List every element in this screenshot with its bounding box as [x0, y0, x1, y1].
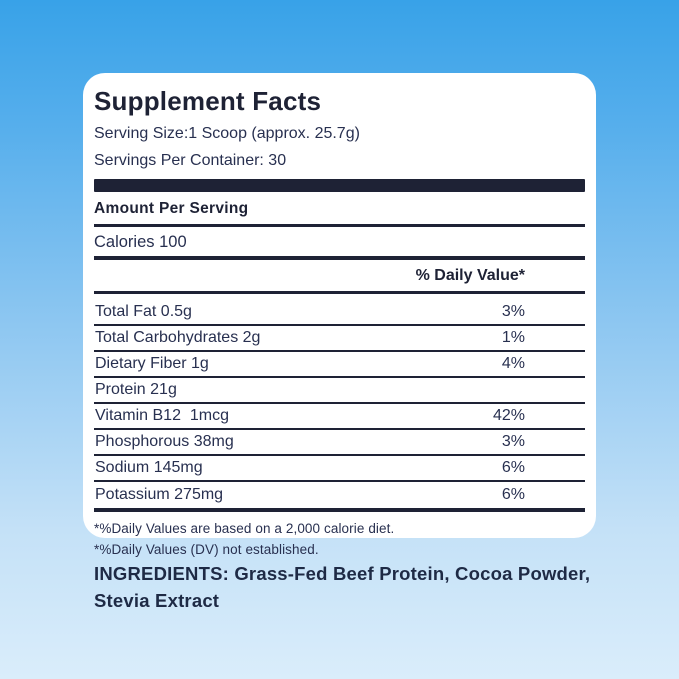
nutrient-daily-value: 3%: [501, 303, 525, 320]
ingredients-section: INGREDIENTS: Grass-Fed Beef Protein, Coc…: [94, 560, 599, 614]
divider: [94, 256, 585, 260]
nutrient-name: Total Carbohydrates 2g: [95, 329, 261, 346]
nutrient-table: Total Fat 0.5g 3% Total Carbohydrates 2g…: [94, 300, 585, 508]
daily-value-header: % Daily Value*: [415, 267, 525, 284]
nutrient-name: Total Fat 0.5g: [95, 303, 192, 320]
ingredients-text: Grass-Fed Beef Protein, Cocoa Powder, St…: [94, 563, 591, 611]
calories-line: Calories 100: [94, 233, 187, 251]
table-row-total-carbohydrates: Total Carbohydrates 2g 1%: [94, 326, 585, 352]
nutrient-name: Phosphorous 38mg: [95, 433, 234, 450]
nutrient-daily-value: 3%: [501, 433, 525, 450]
table-row-total-fat: Total Fat 0.5g 3%: [94, 300, 585, 326]
footnote-calorie-diet: *%Daily Values are based on a 2,000 calo…: [94, 521, 395, 536]
nutrient-name: Dietary Fiber 1g: [95, 355, 209, 372]
bottom-divider-bar: [94, 508, 585, 512]
table-row-dietary-fiber: Dietary Fiber 1g 4%: [94, 352, 585, 378]
footnote-dv-not-established: *%Daily Values (DV) not established.: [94, 542, 319, 557]
nutrient-daily-value: 1%: [501, 329, 525, 346]
nutrient-daily-value: 6%: [501, 486, 525, 503]
footnotes: *%Daily Values are based on a 2,000 calo…: [94, 518, 585, 560]
table-row-protein: Protein 21g: [94, 378, 585, 404]
nutrient-name: Potassium 275mg: [95, 486, 224, 503]
amount-per-serving-label: Amount Per Serving: [94, 200, 249, 217]
nutrient-name: Protein 21g: [95, 381, 177, 398]
top-divider-bar: [94, 179, 585, 192]
table-row-sodium: Sodium 145mg 6%: [94, 456, 585, 482]
divider: [94, 224, 585, 227]
table-row-vitamin-b12: Vitamin B12 1mcg 42%: [94, 404, 585, 430]
divider: [94, 291, 585, 294]
servings-per-container-line: Servings Per Container: 30: [94, 152, 287, 169]
nutrient-daily-value: 42%: [492, 407, 525, 424]
panel-title: Supplement Facts: [94, 86, 322, 116]
nutrient-name: Sodium 145mg: [95, 459, 203, 476]
nutrient-name: Vitamin B12 1mcg: [95, 407, 229, 424]
serving-size-line: Serving Size:1 Scoop (approx. 25.7g): [94, 125, 360, 142]
table-row-potassium: Potassium 275mg 6%: [94, 482, 585, 508]
table-row-phosphorous: Phosphorous 38mg 3%: [94, 430, 585, 456]
supplement-facts-panel: Supplement Facts Serving Size:1 Scoop (a…: [83, 73, 596, 557]
ingredients-label: INGREDIENTS:: [94, 563, 229, 584]
nutrient-daily-value: 6%: [501, 459, 525, 476]
nutrient-daily-value: 4%: [501, 355, 525, 372]
